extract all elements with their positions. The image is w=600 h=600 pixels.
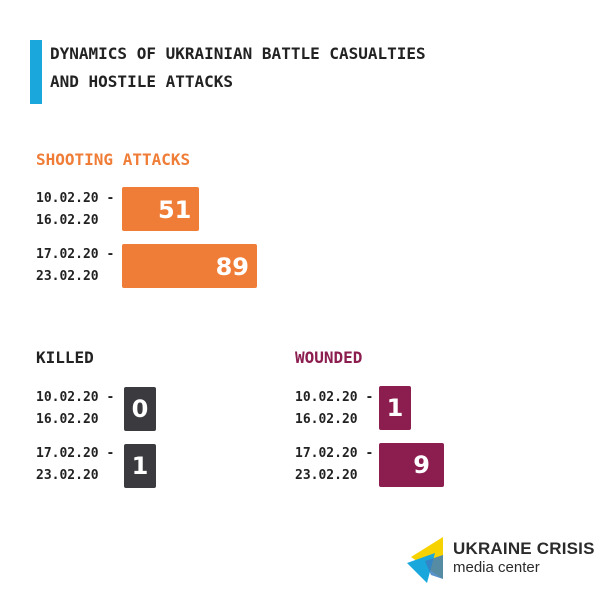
wounded-value-label-2: 9	[413, 451, 430, 479]
wounded-bar-2	[379, 443, 444, 487]
killed-bar-2	[124, 444, 156, 488]
killed-value-label-1: 0	[131, 395, 149, 423]
date-line: 16.02.20	[36, 213, 99, 228]
date-line: 23.02.20	[36, 468, 99, 483]
date-line: 16.02.20	[295, 412, 358, 427]
killed-heading: KILLED	[36, 348, 94, 367]
date-line: 23.02.20	[295, 468, 358, 483]
logo-text-line-1: UKRAINE CRISIS	[453, 539, 595, 558]
shooting-attacks-heading: SHOOTING ATTACKS	[36, 150, 191, 169]
wounded-heading: WOUNDED	[295, 348, 363, 367]
wounded-date-label-2: 17.02.20 - 23.02.20	[295, 443, 373, 487]
date-line: 10.02.20 -	[36, 191, 115, 206]
date-line: 16.02.20	[36, 412, 99, 427]
shooting-date-label-1: 10.02.20 - 16.02.20	[36, 188, 114, 232]
date-line: 10.02.20 -	[295, 390, 374, 405]
title-line-2: AND HOSTILE ATTACKS	[50, 72, 234, 91]
killed-date-label-2: 17.02.20 - 23.02.20	[36, 443, 114, 487]
wounded-value-label-1: 1	[386, 394, 404, 422]
title-line-1: DYNAMICS OF UKRAINIAN BATTLE CASUALTIES	[50, 44, 426, 63]
shooting-value-label-2: 89	[215, 253, 249, 281]
killed-bar-1	[124, 387, 156, 431]
date-line: 10.02.20 -	[36, 390, 115, 405]
date-line: 23.02.20	[36, 269, 99, 284]
wounded-bar-1	[379, 386, 411, 430]
killed-value-label-2: 1	[131, 452, 149, 480]
ukraine-crisis-logo-icon	[407, 537, 443, 583]
logo-text-line-2: media center	[453, 559, 540, 576]
shooting-date-label-2: 17.02.20 - 23.02.20	[36, 244, 114, 288]
wounded-date-label-1: 10.02.20 - 16.02.20	[295, 387, 373, 431]
date-line: 17.02.20 -	[36, 247, 115, 262]
shooting-value-label-1: 51	[157, 196, 192, 224]
killed-date-label-1: 10.02.20 - 16.02.20	[36, 387, 114, 431]
shooting-bar-2	[122, 244, 257, 288]
page-title: DYNAMICS OF UKRAINIAN BATTLE CASUALTIES …	[50, 40, 570, 96]
title-accent-bar	[30, 40, 42, 104]
date-line: 17.02.20 -	[36, 446, 115, 461]
ukraine-crisis-logo: UKRAINE CRISIS media center	[405, 535, 594, 585]
date-line: 17.02.20 -	[295, 446, 374, 461]
shooting-bar-1	[122, 187, 200, 231]
